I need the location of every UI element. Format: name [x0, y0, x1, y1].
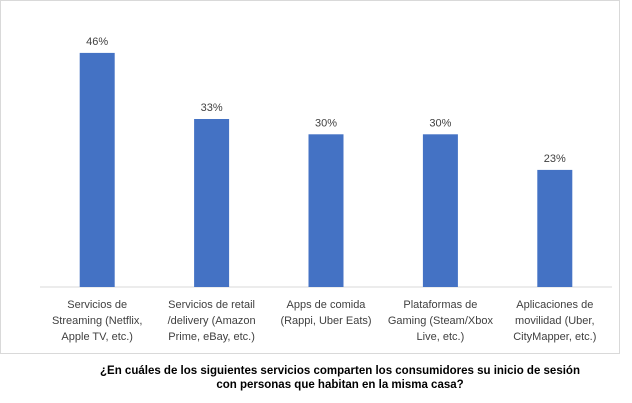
category-label-2-line-2: /delivery (Amazon	[168, 315, 256, 327]
bar-4	[422, 134, 458, 287]
bar-2	[194, 119, 230, 287]
category-label-5-line-1: Aplicaciones de	[516, 299, 593, 311]
bar-1	[79, 52, 115, 288]
category-label-2-line-1: Servicios de retail	[168, 299, 255, 311]
category-label-1-line-2: Streaming (Netflix,	[52, 315, 142, 327]
data-label-3: 30%	[315, 117, 337, 129]
category-label-1-line-3: Apple TV, etc.)	[61, 331, 133, 343]
caption-line-2: con personas que habitan en la misma cas…	[216, 379, 464, 391]
caption-line-1: ¿En cuáles de los siguientes servicios c…	[100, 365, 580, 377]
chart-caption: ¿En cuáles de los siguientes servicios c…	[50, 364, 630, 392]
data-label-2: 33%	[201, 102, 223, 114]
category-label-4-line-3: Live, etc.)	[417, 331, 465, 343]
bar-5	[537, 169, 573, 287]
category-label-1-line-1: Servicios de	[67, 299, 127, 311]
category-label-4-line-1: Plataformas de	[403, 299, 477, 311]
data-label-4: 30%	[429, 117, 451, 129]
category-label-3-line-2: (Rappi, Uber Eats)	[280, 315, 371, 327]
category-label-5-line-3: CityMapper, etc.)	[513, 331, 596, 343]
bar-chart: 46% Servicios de Streaming (Netflix, Apple …	[40, 36, 612, 343]
data-label-5: 23%	[544, 153, 566, 165]
data-label-1: 46%	[86, 36, 108, 48]
category-label-4-line-2: Gaming (Steam/Xbox	[388, 315, 494, 327]
category-label-5-line-2: movilidad (Uber,	[515, 315, 594, 327]
category-label-3-line-1: Apps de comida	[287, 299, 367, 311]
category-label-2-line-3: Prime, eBay, etc.)	[168, 331, 255, 343]
bar-3	[308, 134, 344, 287]
